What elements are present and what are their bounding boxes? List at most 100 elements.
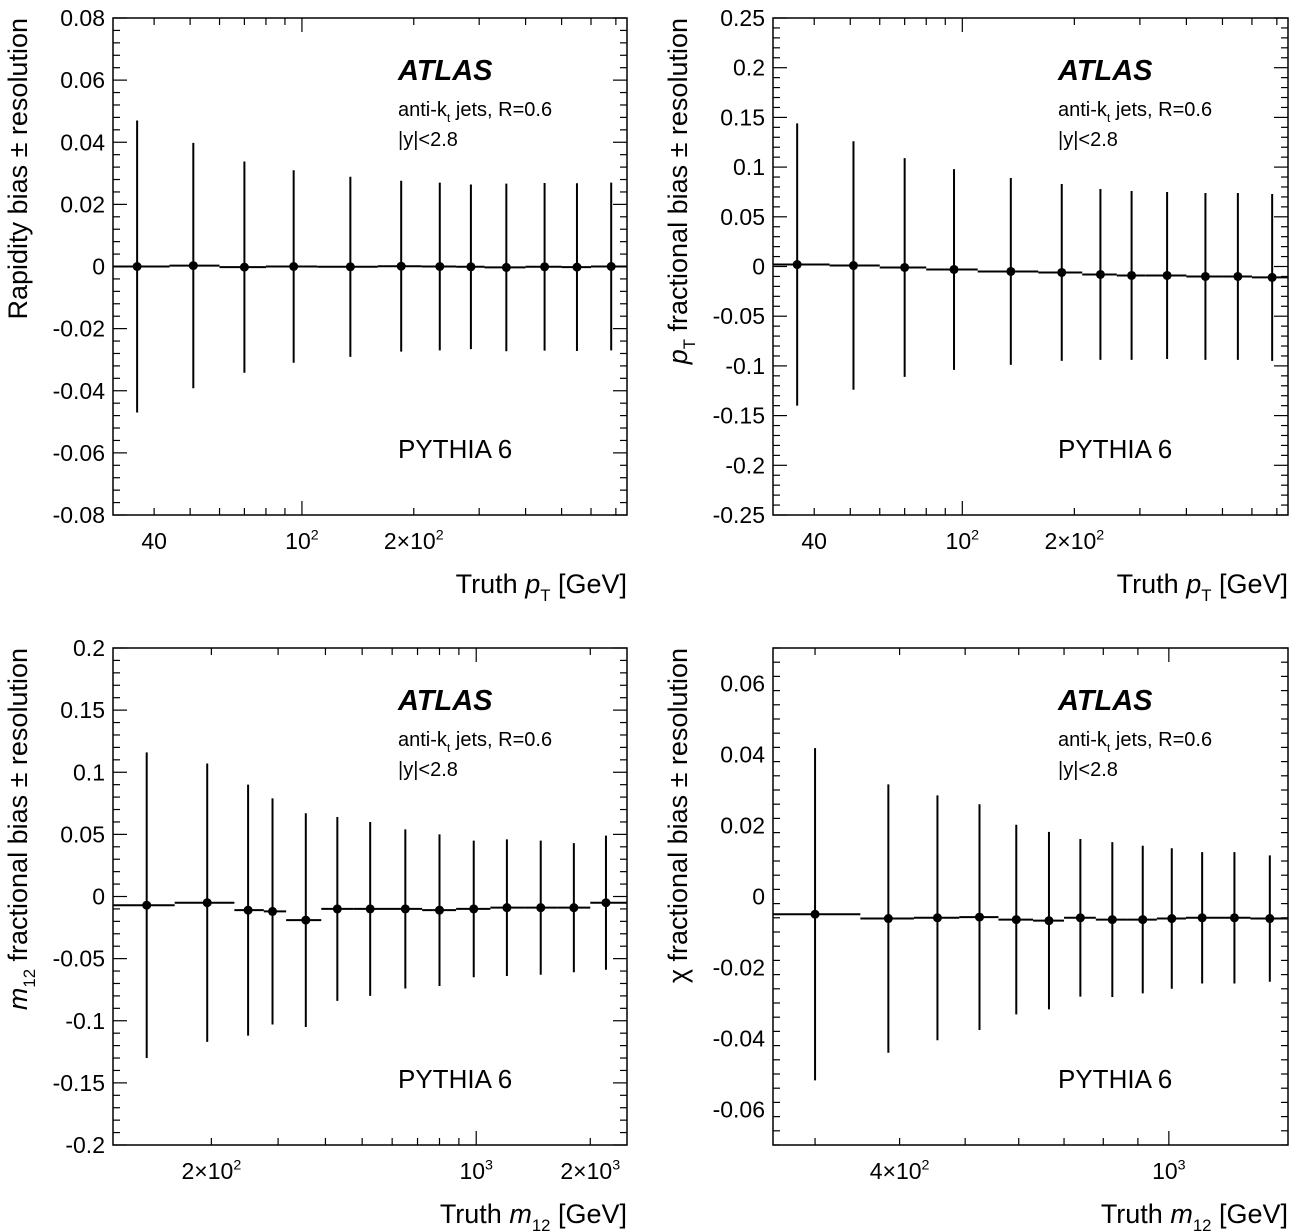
y-tick-label: -0.15 (713, 403, 765, 429)
data-point (202, 898, 212, 908)
y-tick-label: 0.15 (60, 697, 105, 723)
data-point (243, 905, 253, 915)
y-tick-label: 0.06 (60, 67, 105, 93)
data-point (1200, 271, 1210, 281)
x-axis-label: Truth pT [GeV] (456, 569, 627, 605)
y-tick-label: -0.04 (713, 1026, 766, 1052)
rapidity-cut-label: |y|<2.8 (398, 129, 458, 151)
data-point (606, 262, 616, 271)
data-point (1011, 915, 1021, 925)
data-point (268, 906, 278, 916)
data-point (396, 261, 406, 271)
data-point (1075, 913, 1085, 923)
y-tick-label: -0.2 (725, 452, 765, 478)
data-point (932, 913, 942, 923)
data-point (142, 900, 152, 910)
data-point (365, 904, 375, 914)
x-tick-label: 2×103​ (560, 1157, 620, 1184)
data-point (132, 262, 142, 271)
y-axis-label: Rapidity bias ± resolution (3, 18, 33, 319)
chart-panel-2: 0.25 0.2 0.15 0.1 0.05 0 -0.05 -0.1 -0.15 -0.2 -0.… (663, 5, 1289, 605)
x-axis-label: Truth m12 [GeV] (1101, 1199, 1288, 1232)
generator-label: PYTHIA 6 (1058, 1064, 1172, 1094)
data-point (1229, 913, 1239, 923)
data-point (792, 260, 802, 270)
y-tick-label: -0.04 (53, 378, 106, 404)
data-point (1138, 915, 1148, 925)
data-point (540, 262, 550, 272)
y-axis-label: pT fractional bias ± resolution (663, 18, 699, 365)
y-tick-label: -0.1 (725, 353, 765, 379)
data-point (1162, 270, 1172, 280)
x-tick-label: 2×102​ (384, 527, 444, 554)
data-point (502, 903, 512, 913)
data-point (900, 262, 910, 272)
data-point (974, 912, 984, 922)
y-tick-label: 0.04 (60, 129, 105, 155)
y-tick-label: -0.08 (53, 502, 105, 528)
data-point (332, 904, 342, 914)
x-tick-label: 4×102​ (870, 1157, 930, 1184)
data-point (569, 903, 579, 913)
data-point (883, 914, 893, 924)
data-point (1267, 272, 1277, 282)
y-tick-label: 0 (92, 884, 105, 910)
jet-algorithm-label: anti-kt jets, R=0.6 (398, 99, 552, 125)
x-tick-label: 103​ (1152, 1157, 1186, 1184)
chart-panel-1: 0.08 0.06 0.04 0.02 0 -0.02 -0.04 -0.06 -0.08 40 1… (3, 5, 628, 605)
x-tick-label: 2×102​ (181, 1157, 241, 1184)
data-point (301, 915, 311, 925)
data-point (949, 264, 959, 274)
y-tick-label: 0.05 (60, 821, 105, 847)
y-tick-label: 0.02 (720, 813, 765, 839)
x-tick-label: 103​ (459, 1157, 493, 1184)
y-tick-label: 0.05 (720, 204, 765, 230)
y-tick-label: 0.06 (720, 671, 765, 697)
chart-panel-3: 0.2 0.15 0.1 0.05 0 -0.05 -0.1 -0.15 -0.2 2×102​ 1… (3, 635, 628, 1232)
experiment-label: ATLAS (1057, 685, 1153, 717)
data-point (466, 262, 476, 272)
y-tick-label: 0 (752, 254, 765, 280)
y-tick-label: -0.2 (65, 1132, 105, 1158)
data-point (501, 262, 511, 272)
data-point (1167, 914, 1177, 924)
y-tick-label: 0.2 (73, 635, 105, 661)
y-tick-label: 0.08 (60, 5, 105, 31)
data-point (188, 261, 198, 271)
y-tick-label: 0.04 (720, 742, 765, 768)
y-tick-label: -0.15 (53, 1070, 105, 1096)
y-tick-label: -0.02 (713, 955, 765, 981)
data-point (1233, 271, 1243, 281)
y-tick-label: 0 (752, 884, 765, 910)
data-point (848, 261, 858, 271)
y-tick-label: 0.02 (60, 191, 105, 217)
rapidity-cut-label: |y|<2.8 (1058, 759, 1118, 781)
rapidity-cut-label: |y|<2.8 (1058, 129, 1118, 151)
x-axis-label: Truth pT [GeV] (1117, 569, 1288, 605)
generator-label: PYTHIA 6 (398, 1064, 512, 1094)
data-point (1044, 916, 1054, 926)
data-point (435, 262, 445, 271)
experiment-label: ATLAS (1057, 55, 1153, 87)
rapidity-cut-label: |y|<2.8 (398, 759, 458, 781)
y-tick-label: 0.25 (720, 5, 765, 31)
y-tick-label: 0.1 (73, 759, 105, 785)
data-point (1107, 915, 1117, 925)
experiment-label: ATLAS (397, 55, 493, 87)
data-point (1095, 269, 1105, 279)
y-tick-label: -0.02 (53, 316, 105, 342)
y-tick-label: 0 (92, 254, 105, 280)
x-tick-label: 2×102​ (1044, 527, 1104, 554)
x-tick-label: 102​ (946, 527, 980, 554)
chart-panel-4: 0.06 0.04 0.02 0 -0.02 -0.04 -0.06 4×102​ 103​ Tr… (663, 647, 1289, 1232)
data-point (1265, 914, 1275, 924)
y-tick-label: -0.05 (713, 303, 765, 329)
jet-algorithm-label: anti-kt jets, R=0.6 (1058, 729, 1212, 755)
y-tick-label: -0.05 (53, 946, 105, 972)
x-tick-label: 40 (141, 528, 167, 554)
data-point (345, 262, 355, 272)
plot-frame (772, 647, 1289, 1146)
jet-algorithm-label: anti-kt jets, R=0.6 (1058, 99, 1212, 125)
y-tick-label: -0.06 (53, 440, 105, 466)
